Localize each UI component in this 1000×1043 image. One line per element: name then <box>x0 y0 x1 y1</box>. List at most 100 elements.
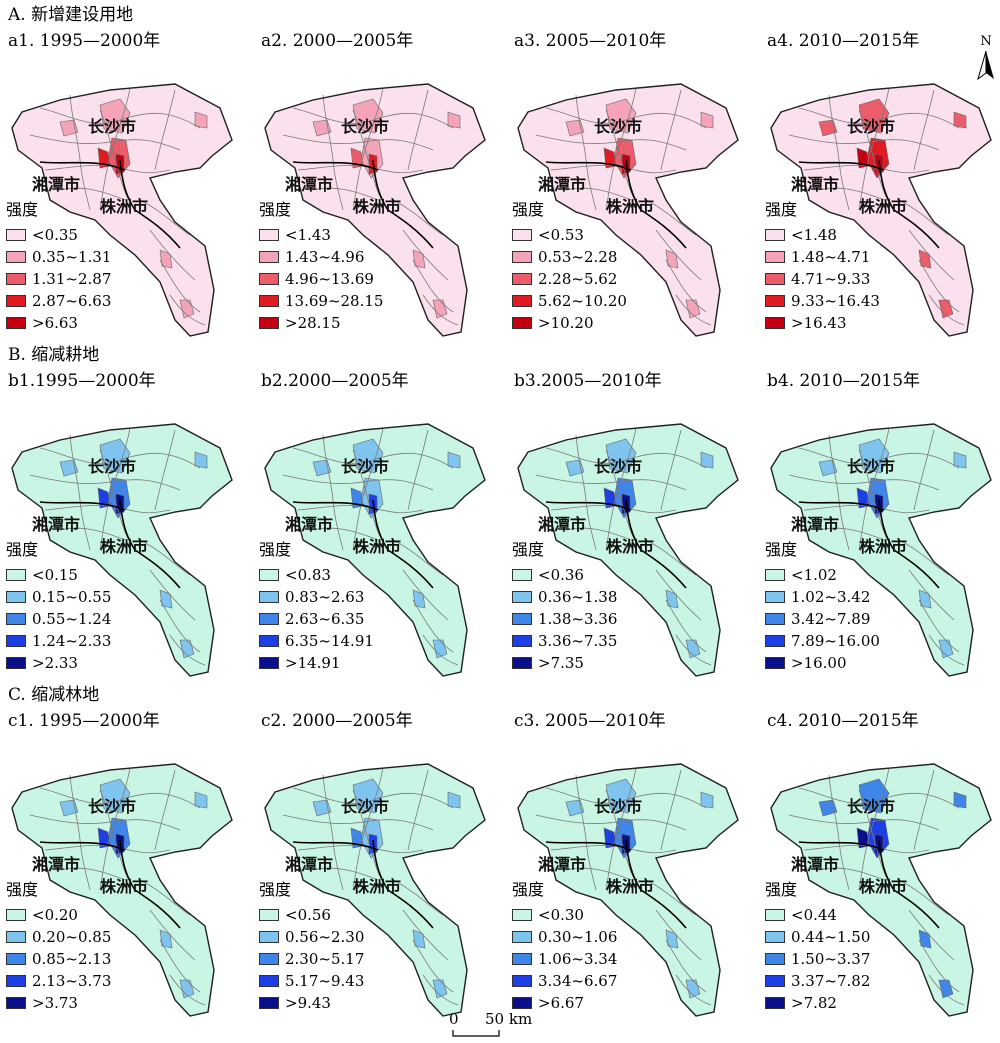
legend-label: >9.43 <box>285 994 331 1012</box>
legend-item: 3.37~7.82 <box>765 970 870 992</box>
legend-swatch <box>259 251 279 263</box>
district-border <box>665 259 707 313</box>
legend-item: 5.17~9.43 <box>259 970 364 992</box>
legend-label: 5.17~9.43 <box>285 972 365 990</box>
intensity-patch <box>605 778 637 814</box>
district-border <box>139 879 191 916</box>
legend-label: 1.24~2.33 <box>32 632 112 650</box>
legend-label: 0.15~0.55 <box>32 588 112 606</box>
district-border <box>660 769 682 851</box>
city-label: 株洲市 <box>859 537 907 556</box>
district-border <box>392 539 444 576</box>
district-border <box>154 429 176 511</box>
legend: 强度 <1.43 1.43~4.96 4.96~13.69 13.69~28.15 >28… <box>259 196 383 334</box>
legend: 强度 <0.30 0.30~1.06 1.06~3.34 3.34~6.67 >6.67 <box>512 876 617 1014</box>
city-border <box>39 839 181 929</box>
legend-label: 3.37~7.82 <box>791 972 871 990</box>
panel-title: b1.1995—2000年 <box>8 371 156 391</box>
legend-item: >28.15 <box>259 312 383 334</box>
city-label: 株洲市 <box>100 877 148 896</box>
intensity-patch <box>665 929 679 949</box>
district-border <box>660 429 682 511</box>
legend-swatch <box>6 909 26 921</box>
legend: 强度 <1.48 1.48~4.71 4.71~9.33 9.33~16.43 >16.4… <box>765 196 880 334</box>
legend-swatch <box>512 657 532 669</box>
district-border <box>69 94 91 211</box>
district-border <box>149 229 196 281</box>
legend-swatch <box>512 635 532 647</box>
intensity-patch <box>918 929 932 949</box>
legend-swatch <box>765 317 785 329</box>
legend-swatch <box>259 975 279 987</box>
legend-item: 0.35~1.31 <box>6 246 111 268</box>
legend-title: 强度 <box>259 540 292 559</box>
intensity-patch <box>565 459 585 477</box>
intensity-patch <box>818 799 838 817</box>
district-border <box>605 427 637 551</box>
intensity-patch <box>605 438 637 474</box>
legend: 强度 <0.36 0.36~1.38 1.38~3.36 3.36~7.35 >7.35 <box>512 536 617 674</box>
intensity-patch <box>447 791 461 809</box>
legend-item: 3.42~7.89 <box>765 608 880 630</box>
legend-swatch <box>259 317 279 329</box>
legend-swatch <box>512 975 532 987</box>
city-border <box>798 499 940 589</box>
region-outline <box>264 763 486 1017</box>
legend-title: 强度 <box>512 880 545 899</box>
city-label: 株洲市 <box>606 537 654 556</box>
legend-item: >2.33 <box>6 652 111 674</box>
legend-item: <0.15 <box>6 564 111 586</box>
city-label: 长沙市 <box>594 457 642 476</box>
legend-title: 强度 <box>6 540 39 559</box>
legend-item: <1.48 <box>765 224 880 246</box>
legend-item: <0.83 <box>259 564 374 586</box>
legend-item: 0.15~0.55 <box>6 586 111 608</box>
city-label: 株洲市 <box>859 877 907 896</box>
legend-item: 1.43~4.96 <box>259 246 383 268</box>
district-border <box>545 447 707 469</box>
legend-label: 5.62~10.20 <box>538 292 627 310</box>
district-border <box>292 447 454 469</box>
legend-title: 强度 <box>259 200 292 219</box>
city-label: 长沙市 <box>88 797 136 816</box>
city-label: 湘潭市 <box>538 175 586 194</box>
city-label: 湘潭市 <box>285 855 333 874</box>
intensity-patch <box>412 589 426 609</box>
legend-swatch <box>259 909 279 921</box>
city-label: 湘潭市 <box>32 175 80 194</box>
legend-label: 0.36~1.38 <box>538 588 618 606</box>
legend-swatch <box>6 273 26 285</box>
legend-swatch <box>765 613 785 625</box>
district-border <box>798 447 960 469</box>
panel-title: b2.2000—2005年 <box>261 371 409 391</box>
district-border <box>828 94 850 211</box>
district-border <box>39 107 201 129</box>
intensity-patch <box>665 589 679 609</box>
map-panel: c4. 2010—2015年 长沙市 湘潭市 株洲市 强度 <0.44 0.44~1.50 1… <box>759 706 1000 1036</box>
city-label: 湘潭市 <box>285 515 333 534</box>
district-border <box>352 87 384 211</box>
region-outline <box>770 423 992 677</box>
district-border <box>169 294 206 326</box>
legend-item: <0.53 <box>512 224 627 246</box>
district-border <box>154 89 176 171</box>
district-border <box>675 974 712 1006</box>
district-border <box>99 87 131 211</box>
district-border <box>139 199 191 236</box>
district-border <box>39 447 201 469</box>
panel-title: a2. 2000—2005年 <box>261 31 414 51</box>
district-border <box>545 787 707 809</box>
region-outline <box>517 423 739 677</box>
legend-item: <0.36 <box>512 564 617 586</box>
intensity-patch <box>412 249 426 269</box>
legend-label: >6.63 <box>32 314 78 332</box>
legend-swatch <box>512 953 532 965</box>
legend-item: 5.62~10.20 <box>512 290 627 312</box>
legend-item: 1.24~2.33 <box>6 630 111 652</box>
district-border <box>402 569 449 621</box>
city-border <box>545 159 687 249</box>
district-border <box>69 774 91 891</box>
legend: 强度 <1.02 1.02~3.42 3.42~7.89 7.89~16.00 >16.0… <box>765 536 880 674</box>
city-border <box>39 499 181 589</box>
